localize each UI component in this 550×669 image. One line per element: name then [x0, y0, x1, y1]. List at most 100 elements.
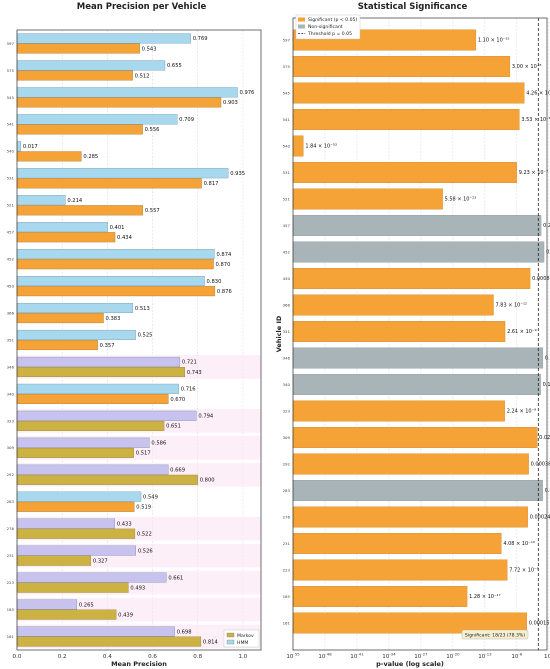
- precision-x-axis-label: Mean Precision: [111, 660, 167, 668]
- legend-nonsignificant-swatch: [298, 24, 305, 29]
- precision-legend: Markov HMM: [223, 629, 260, 648]
- significant-bar: [292, 400, 505, 422]
- markov-value-label: 0.434: [117, 235, 133, 241]
- hmm-bar: [16, 410, 197, 421]
- significance-y-tick-label: 450: [283, 276, 291, 281]
- precision-y-tick-label: 521: [7, 203, 15, 208]
- significance-annotation-box: [461, 629, 529, 640]
- markov-value-label: 0.556: [145, 127, 160, 133]
- p-value-label: 0.00038: [531, 462, 550, 468]
- significance-y-tick-label: 346: [283, 355, 291, 360]
- p-value-label: 0.2029: [543, 223, 550, 229]
- legend-hmm-swatch: [226, 639, 235, 645]
- p-value-label: 2.24 × 10⁻⁹: [507, 409, 537, 415]
- p-value-label: 9.23 × 10⁻⁷: [519, 170, 549, 176]
- hmm-value-label: 0.769: [193, 36, 208, 42]
- legend-markov-label: Markov: [237, 633, 254, 639]
- significant-bar: [292, 135, 304, 157]
- hmm-bar: [16, 302, 134, 313]
- hmm-value-label: 0.721: [182, 360, 197, 366]
- markov-bar: [16, 636, 202, 647]
- precision-y-tick-label: 276: [7, 526, 15, 531]
- significance-y-tick-label: 452: [283, 249, 291, 254]
- p-value-label: 0.8978: [546, 250, 550, 256]
- precision-y-tick-label: 292: [7, 472, 15, 477]
- hmm-bar: [16, 518, 115, 529]
- precision-y-tick-label: 283: [7, 499, 15, 504]
- hmm-value-label: 0.698: [177, 629, 192, 635]
- hmm-bar: [16, 356, 181, 367]
- markov-value-label: 0.512: [135, 73, 150, 79]
- markov-bar: [16, 97, 222, 108]
- significance-x-tick-label: 10-20: [446, 652, 460, 660]
- precision-y-ticks: 597 575 545 541 540 531 521 457 452 450 366 351 346 3…: [7, 41, 15, 639]
- markov-value-label: 0.383: [106, 316, 121, 322]
- nonsignificant-bar: [292, 347, 544, 369]
- hmm-bar: [16, 60, 166, 71]
- legend-significant-swatch: [298, 17, 305, 22]
- significance-y-tick-label: 292: [283, 461, 291, 466]
- p-value-label: 5.58 × 10⁻²³: [445, 197, 477, 203]
- p-value-label: 0.0008: [532, 276, 550, 282]
- hmm-bar: [16, 87, 238, 98]
- significant-bar: [292, 268, 531, 289]
- hmm-bar: [16, 599, 78, 610]
- markov-bar: [16, 609, 117, 620]
- precision-y-tick-label: 457: [7, 230, 15, 235]
- precision-y-tick-label: 452: [7, 257, 15, 262]
- markov-bar: [16, 286, 216, 297]
- markov-bar: [16, 43, 140, 54]
- p-value-label: 1.28 × 10⁻¹⁷: [469, 594, 501, 600]
- significance-y-tick-label: 309: [283, 435, 291, 440]
- nonsignificant-bar: [292, 480, 543, 501]
- significant-bar: [292, 533, 502, 554]
- markov-bar: [16, 259, 214, 270]
- hmm-value-label: 0.214: [67, 198, 83, 204]
- markov-value-label: 0.543: [142, 46, 157, 52]
- markov-value-label: 0.493: [130, 585, 145, 591]
- markov-bar: [16, 582, 129, 593]
- significant-bar: [292, 427, 538, 448]
- precision-y-tick-label: 575: [7, 68, 15, 73]
- significance-y-tick-label: 283: [283, 488, 291, 493]
- significance-legend: Significant (p < 0.05) Non-significant T…: [295, 14, 361, 40]
- significance-annotation: Significant: 18/23 (78.3%): [461, 629, 529, 640]
- markov-value-label: 0.743: [187, 370, 202, 376]
- markov-value-label: 0.519: [136, 505, 151, 511]
- significance-y-tick-label: 541: [283, 117, 291, 122]
- significance-y-tick-label: 575: [283, 64, 291, 69]
- markov-bar: [16, 70, 133, 81]
- hmm-bar: [16, 329, 136, 340]
- hmm-bar: [16, 572, 167, 583]
- precision-plot-frame: [16, 29, 262, 651]
- significance-y-tick-label: 366: [283, 302, 291, 307]
- p-value-label: 0.1576: [543, 382, 550, 388]
- significance-panel: Statistical Significance 1.10 × 10⁻¹⁵ 3.0…: [275, 2, 550, 668]
- significant-bar: [292, 56, 511, 77]
- precision-y-tick-label: 346: [7, 364, 15, 369]
- p-value-label: 4.08 × 10⁻¹⁰: [503, 541, 535, 547]
- hmm-value-label: 0.830: [207, 279, 222, 285]
- markov-value-label: 0.522: [137, 532, 152, 538]
- markov-value-label: 0.327: [93, 559, 108, 565]
- precision-y-tick-label: 223: [7, 580, 15, 585]
- p-value-label: 0.5023: [545, 356, 550, 362]
- p-value-label: 1.10 × 10⁻¹⁵: [478, 38, 510, 44]
- precision-panel: Mean Precision per Vehicle 0.769 0.543 0.6…: [7, 2, 262, 668]
- significance-y-tick-label: 323: [283, 408, 291, 413]
- p-value-label: 0.00024: [530, 515, 550, 521]
- p-value-label: 1.84 × 10⁻⁵³: [305, 144, 337, 150]
- markov-bar: [16, 474, 198, 485]
- hmm-bar: [16, 491, 142, 502]
- significant-bar: [292, 294, 494, 316]
- markov-bar: [16, 313, 104, 324]
- significance-y-axis-label: Vehicle ID: [275, 315, 283, 352]
- markov-value-label: 0.357: [100, 343, 115, 349]
- precision-y-tick-label: 450: [7, 283, 15, 288]
- markov-value-label: 0.876: [217, 289, 232, 295]
- nonsignificant-bar: [292, 241, 545, 263]
- hmm-value-label: 0.265: [79, 602, 94, 608]
- hmm-value-label: 0.586: [151, 441, 166, 447]
- legend-nonsignificant-label: Non-significant: [308, 24, 343, 30]
